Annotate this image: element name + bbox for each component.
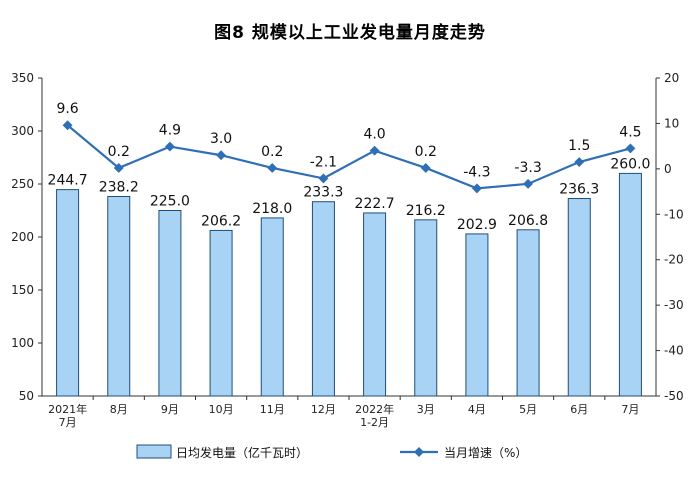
x-tick-label: 1-2月 — [360, 416, 389, 429]
bar — [158, 210, 182, 397]
growth-value-label: 4.9 — [159, 123, 181, 139]
growth-value-label: 1.5 — [568, 138, 590, 154]
growth-point — [62, 120, 73, 131]
growth-point — [574, 157, 585, 167]
right-tick-label: -20 — [664, 253, 684, 267]
legend-bar-label: 日均发电量（亿千瓦时） — [176, 445, 308, 460]
bar-value-label: 238.2 — [99, 180, 139, 196]
x-tick-label: 6月 — [570, 403, 588, 416]
growth-value-label: 9.6 — [56, 101, 78, 117]
left-tick-label: 150 — [11, 283, 34, 297]
bar — [311, 201, 335, 397]
right-tick-label: 10 — [664, 116, 679, 130]
left-tick-label: 250 — [11, 177, 34, 191]
left-tick-label: 300 — [11, 124, 34, 138]
growth-point — [267, 162, 278, 173]
right-tick-label: 20 — [664, 71, 679, 85]
x-tick-label: 4月 — [468, 403, 486, 416]
bar — [363, 212, 387, 397]
bar — [260, 217, 284, 397]
growth-point — [420, 162, 431, 173]
x-tick-label: 11月 — [260, 403, 285, 416]
bar — [107, 196, 131, 397]
bar-value-label: 206.8 — [508, 213, 548, 229]
right-tick-label: -30 — [664, 298, 684, 312]
bar-value-label: 244.7 — [48, 173, 88, 189]
growth-value-label: -2.1 — [310, 154, 337, 170]
growth-value-label: 0.2 — [261, 144, 283, 160]
growth-point — [523, 178, 534, 189]
growth-point — [625, 143, 636, 154]
legend-line-label: 当月增速（%） — [444, 446, 527, 460]
bar-value-label: 260.0 — [610, 156, 650, 172]
bar-value-label: 216.2 — [406, 203, 446, 219]
bar — [618, 172, 642, 397]
chart-title: 图8 规模以上工业发电量月度走势 — [214, 23, 486, 43]
left-tick-label: 50 — [19, 389, 34, 403]
legend-bar-swatch — [136, 444, 172, 459]
growth-point — [471, 183, 482, 194]
bar-value-label: 202.9 — [457, 217, 497, 233]
bar-value-label: 225.0 — [150, 194, 190, 210]
growth-point — [113, 162, 124, 173]
growth-value-label: -3.3 — [514, 160, 541, 176]
growth-value-label: -4.3 — [463, 164, 490, 180]
x-tick-label: 7月 — [59, 416, 77, 429]
growth-value-label: 0.2 — [108, 144, 130, 160]
growth-value-label: 0.2 — [415, 144, 437, 160]
x-tick-label: 3月 — [417, 403, 435, 416]
x-tick-label: 2022年 — [355, 402, 394, 416]
growth-value-label: 3.0 — [210, 131, 232, 147]
growth-point — [216, 150, 227, 161]
left-tick-label: 100 — [11, 336, 34, 350]
bar-value-label: 206.2 — [201, 213, 241, 229]
x-tick-label: 10月 — [209, 403, 234, 416]
bar — [567, 198, 591, 397]
right-tick-label: 0 — [664, 162, 672, 176]
legend-line-marker — [414, 447, 424, 457]
right-tick-label: -10 — [664, 207, 684, 221]
growth-point — [164, 141, 175, 152]
left-tick-label: 200 — [11, 230, 34, 244]
growth-point — [318, 173, 329, 184]
bar — [209, 229, 233, 397]
left-tick-label: 350 — [11, 71, 34, 85]
x-tick-label: 9月 — [161, 403, 179, 416]
x-tick-label: 7月 — [621, 403, 639, 416]
bar — [465, 233, 489, 397]
bar — [516, 229, 540, 397]
bar-value-label: 233.3 — [303, 185, 343, 201]
bar-value-label: 222.7 — [355, 196, 395, 212]
growth-point — [369, 145, 380, 156]
right-tick-label: -50 — [664, 389, 684, 403]
bar — [56, 189, 80, 397]
growth-value-label: 4.5 — [619, 124, 641, 140]
x-tick-label: 5月 — [519, 403, 537, 416]
right-tick-label: -40 — [664, 344, 684, 358]
bar-value-label: 218.0 — [252, 201, 292, 217]
bar — [414, 219, 438, 397]
x-tick-label: 8月 — [110, 403, 128, 416]
growth-line — [66, 124, 631, 190]
x-tick-label: 12月 — [311, 403, 336, 416]
bar-value-label: 236.3 — [559, 182, 599, 198]
growth-value-label: 4.0 — [363, 127, 385, 143]
x-tick-label: 2021年 — [48, 402, 87, 416]
